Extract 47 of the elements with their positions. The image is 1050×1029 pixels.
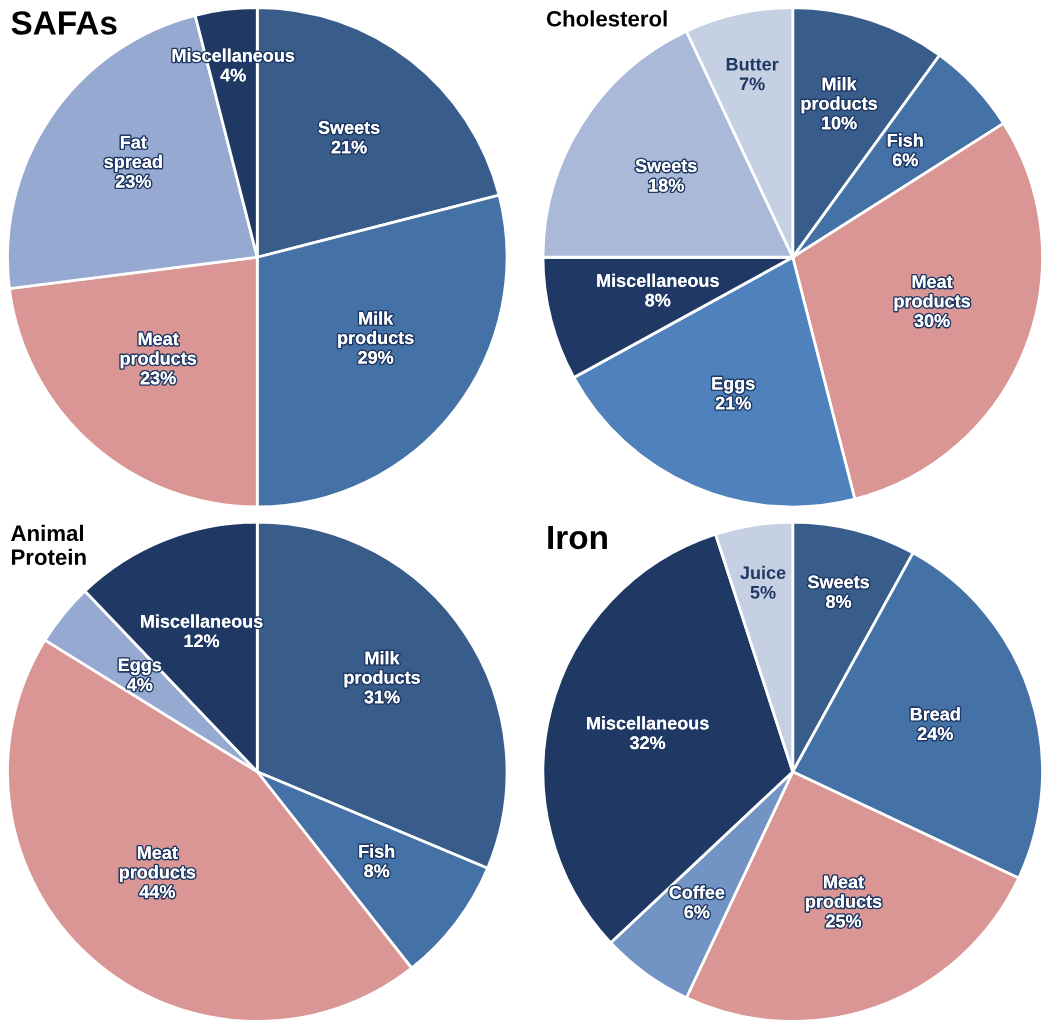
data-label: 21% (715, 396, 751, 410)
data-label: 24% (917, 727, 953, 741)
data-label: 5% (750, 585, 776, 599)
slice-label: Eggs (712, 377, 755, 394)
slice-label: Fat spread (104, 136, 162, 172)
slice-label: Fish (359, 844, 395, 858)
slice-label: Sweets (318, 121, 380, 134)
slice-label: Milk products (338, 311, 414, 348)
slice-label: Meat products (806, 875, 882, 912)
slice-label: Bread (910, 707, 960, 721)
data-label: 8% (826, 595, 852, 608)
slice-label: Milk products (801, 77, 877, 114)
data-label: 6% (684, 905, 710, 919)
chart-title: SAFAs (11, 11, 117, 35)
slice-label: Coffee (669, 885, 725, 899)
data-label: 23% (140, 371, 176, 385)
slice-label: Sweets (807, 575, 869, 589)
slice-label: Sweets (635, 159, 697, 172)
data-label: 29% (358, 350, 394, 364)
data-label: 25% (826, 914, 862, 928)
slice-label: Juice (740, 565, 786, 580)
data-label: 10% (822, 116, 857, 130)
data-label: 4% (127, 678, 153, 691)
slice-label: Meat products (894, 275, 970, 312)
data-label: 18% (649, 178, 684, 192)
slice-label: Fish (887, 133, 923, 147)
data-label: 12% (184, 634, 220, 648)
data-label: 8% (645, 293, 671, 307)
data-label: 6% (892, 153, 918, 167)
data-label: 44% (139, 885, 175, 899)
data-label: 30% (914, 314, 950, 328)
data-label: 8% (364, 864, 390, 878)
data-label: 7% (739, 77, 765, 91)
slice-label: Meat products (120, 332, 197, 369)
slice-label: Butter (726, 57, 779, 71)
data-label: 4% (220, 68, 246, 82)
slice-label: Milk products (344, 651, 420, 688)
slice-label: Miscellaneous (597, 273, 719, 287)
data-label: 21% (331, 140, 367, 154)
chart-title: Iron (548, 526, 607, 550)
chart-title: Cholesterol (546, 10, 667, 27)
chart-title: Animal Protein (11, 524, 86, 566)
data-label: 31% (364, 690, 400, 704)
slice-label: Miscellaneous (587, 716, 709, 730)
slice-label: Meat products (119, 846, 196, 883)
data-label: 23% (115, 174, 151, 188)
data-label: 32% (629, 736, 666, 750)
